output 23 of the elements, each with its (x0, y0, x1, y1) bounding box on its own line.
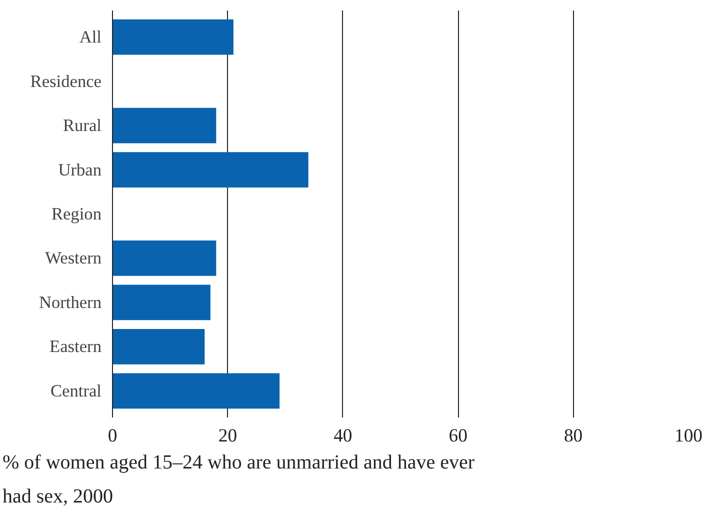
y-tick-label: Region (51, 204, 102, 224)
x-tick-label: 60 (448, 426, 468, 446)
bar (112, 108, 216, 144)
bar (112, 152, 308, 188)
y-tick-label: Western (45, 248, 102, 268)
x-tick-label: 100 (674, 426, 702, 446)
y-tick-label: Rural (63, 116, 102, 136)
x-axis-title: % of women aged 15–24 who are unmarried and have ever had sex, 2000 (2, 452, 475, 508)
x-tick-label: 40 (334, 426, 352, 446)
y-tick-label: All (79, 28, 102, 47)
y-tick-label: Eastern (50, 337, 102, 356)
bar (112, 19, 234, 55)
y-tick-label: Northern (38, 292, 102, 312)
bar (112, 240, 216, 276)
y-tick-label: Urban (58, 160, 102, 180)
x-tick-label: 80 (564, 426, 583, 446)
y-tick-label: Residence (30, 72, 102, 91)
bar (112, 329, 205, 364)
y-tick-label: Central (50, 381, 102, 400)
bar (112, 284, 210, 320)
bar (112, 373, 280, 409)
x-tick-label: 0 (108, 426, 118, 446)
x-tick-label: 20 (218, 426, 238, 446)
